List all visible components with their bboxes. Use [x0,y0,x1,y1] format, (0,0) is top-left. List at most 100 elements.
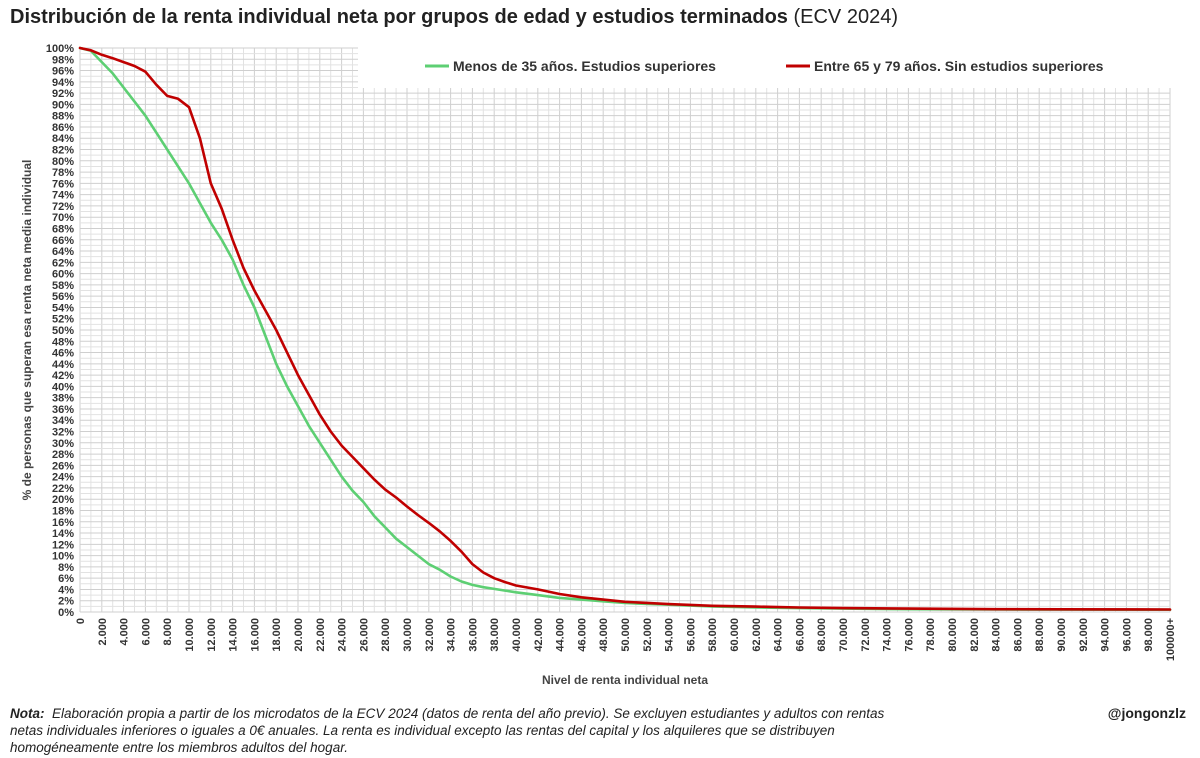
x-tick-label: 40.000 [511,618,523,652]
chart-series-lines [78,46,1172,611]
y-tick-label: 92% [52,88,74,100]
x-tick-label: 8.000 [162,618,174,646]
y-tick-label: 68% [52,223,74,235]
x-tick-label: 60.000 [729,618,741,652]
x-tick-label: 38.000 [489,618,501,652]
y-tick-label: 52% [52,314,74,326]
x-tick-label: 74.000 [882,618,894,652]
y-tick-label: 2% [58,596,74,608]
y-axis-ticks: 0%2%4%6%8%10%12%14%16%18%20%22%24%26%28%… [46,43,74,619]
y-tick-label: 56% [52,291,74,303]
x-tick-label: 64.000 [773,618,785,652]
y-tick-label: 12% [52,539,74,551]
legend-background [358,44,1172,88]
y-tick-label: 10% [52,551,74,563]
chart-legend: Menos de 35 años. Estudios superiores Ent… [425,58,1104,74]
y-tick-label: 50% [52,325,74,337]
y-tick-label: 36% [52,404,74,416]
x-tick-label: 44.000 [555,618,567,652]
x-tick-label: 32.000 [424,618,436,652]
y-tick-label: 86% [52,122,74,134]
y-tick-label: 6% [58,573,74,585]
footnote: Nota: Elaboración propia a partir de los… [10,705,910,756]
author-credit: @jongonzlz [1107,705,1186,721]
y-tick-label: 44% [52,359,74,371]
y-tick-label: 82% [52,145,74,157]
x-tick-label: 52.000 [642,618,654,652]
x-tick-label: 18.000 [271,618,283,652]
y-tick-label: 94% [52,77,74,89]
chart-title-main: Distribución de la renta individual neta… [10,6,788,28]
y-tick-label: 98% [52,54,74,66]
x-tick-label: 82.000 [969,618,981,652]
series-line-2 [78,46,1172,611]
x-tick-label: 54.000 [664,618,676,652]
x-tick-label: 100000+ [1165,618,1177,661]
x-axis-label: Nivel de renta individual neta [542,673,708,687]
x-tick-label: 56.000 [685,618,697,652]
y-tick-label: 80% [52,156,74,168]
x-tick-label: 90.000 [1056,618,1068,652]
y-tick-label: 90% [52,99,74,111]
y-tick-label: 100% [46,43,74,55]
x-tick-label: 26.000 [358,618,370,652]
chart-title-suffix: (ECV 2024) [793,6,898,28]
x-tick-label: 50.000 [620,618,632,652]
y-tick-label: 46% [52,348,74,360]
y-axis-label: % de personas que superan esa renta neta… [20,160,34,501]
y-tick-label: 4% [58,584,74,596]
x-axis-ticks: 0 2.000 4.000 6.000 8.000 10.000 12.000 14.000 1… [75,618,1177,661]
x-tick-label: 48.000 [598,618,610,652]
y-tick-label: 14% [52,528,74,540]
x-tick-label: 36.000 [467,618,479,652]
x-tick-label: 66.000 [794,618,806,652]
x-tick-label: 98.000 [1143,618,1155,652]
legend-label-1: Menos de 35 años. Estudios superiores [453,58,716,74]
line-chart: Menos de 35 años. Estudios superiores Ent… [20,43,1177,687]
x-tick-label: 88.000 [1034,618,1046,652]
y-tick-label: 34% [52,415,74,427]
y-tick-label: 76% [52,178,74,190]
y-tick-label: 74% [52,190,74,202]
x-tick-label: 6.000 [140,618,152,646]
x-tick-label: 84.000 [991,618,1003,652]
y-tick-label: 84% [52,133,74,145]
x-tick-label: 92.000 [1078,618,1090,652]
x-tick-label: 68.000 [816,618,828,652]
y-tick-label: 48% [52,336,74,348]
x-tick-label: 12.000 [206,618,218,652]
y-tick-label: 18% [52,505,74,517]
x-tick-label: 78.000 [925,618,937,652]
x-tick-label: 72.000 [860,618,872,652]
y-tick-label: 24% [52,472,74,484]
x-tick-label: 34.000 [446,618,458,652]
x-tick-label: 42.000 [533,618,545,652]
legend-label-2: Entre 65 y 79 años. Sin estudios superio… [814,58,1104,74]
y-tick-label: 26% [52,460,74,472]
x-tick-label: 14.000 [228,618,240,652]
x-tick-label: 4.000 [119,618,131,646]
y-tick-label: 32% [52,427,74,439]
x-tick-label: 46.000 [576,618,588,652]
y-tick-label: 78% [52,167,74,179]
chart-grid [79,47,1171,613]
x-tick-label: 2.000 [97,618,109,646]
x-tick-label: 70.000 [838,618,850,652]
y-tick-label: 60% [52,269,74,281]
y-tick-label: 40% [52,381,74,393]
x-tick-label: 0 [75,618,87,624]
x-tick-label: 16.000 [249,618,261,652]
y-tick-label: 66% [52,235,74,247]
x-tick-label: 76.000 [903,618,915,652]
x-tick-label: 30.000 [402,618,414,652]
y-tick-label: 22% [52,483,74,495]
y-tick-label: 42% [52,370,74,382]
y-tick-label: 70% [52,212,74,224]
x-tick-label: 86.000 [1012,618,1024,652]
y-tick-label: 54% [52,302,74,314]
footnote-label: Nota: [10,706,45,721]
y-tick-label: 58% [52,280,74,292]
x-tick-label: 62.000 [751,618,763,652]
y-tick-label: 62% [52,257,74,269]
x-tick-label: 96.000 [1121,618,1133,652]
